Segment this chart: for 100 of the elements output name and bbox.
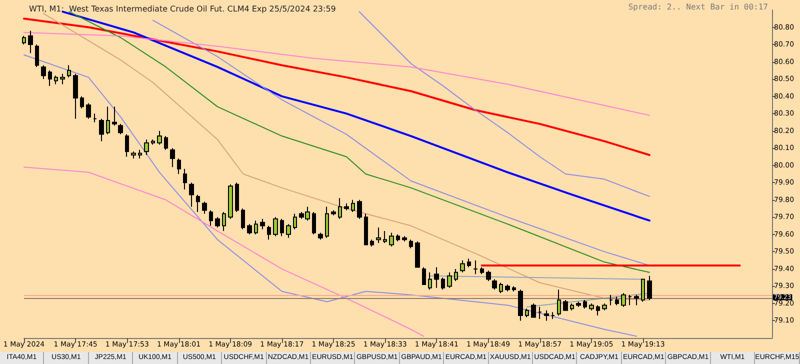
candlestick: [480, 266, 484, 275]
candlestick: [518, 289, 523, 322]
candlestick: [538, 306, 542, 320]
candlestick: [280, 218, 284, 237]
candlestick: [318, 232, 323, 240]
candlestick: [402, 236, 407, 242]
candlestick: [557, 289, 561, 316]
candlestick: [228, 184, 233, 220]
candlestick: [125, 134, 129, 158]
candlestick: [364, 213, 368, 246]
candlestick: [589, 302, 594, 311]
candlestick: [235, 182, 239, 212]
candlestick: [351, 199, 355, 212]
candlestick: [99, 118, 104, 142]
candlestick: [370, 239, 374, 248]
candlestick: [22, 35, 26, 46]
candlestick: [544, 310, 549, 322]
candlestick: [312, 211, 316, 235]
candlestick: [254, 220, 258, 235]
candlestick: [106, 106, 110, 135]
candlestick: [531, 302, 536, 318]
candlestick: [151, 138, 155, 146]
candlestick: [434, 266, 439, 288]
candlestick: [28, 30, 33, 54]
candlestick: [344, 202, 349, 211]
candlestick: [415, 240, 420, 268]
candlestick: [202, 201, 207, 214]
candlestick: [551, 312, 555, 320]
candlestick: [189, 182, 194, 208]
candlestick: [222, 211, 226, 232]
candlestick: [325, 206, 329, 238]
candlestick: [486, 270, 491, 282]
candlestick: [389, 232, 394, 248]
candlestick: [80, 96, 84, 109]
candlestick: [67, 64, 71, 78]
candlestick: [647, 275, 652, 301]
candlestick: [157, 130, 162, 146]
candlestick: [144, 138, 149, 156]
candlestick: [209, 210, 213, 226]
candlestick: [338, 198, 342, 220]
annotation: Spread: 2.. Next Bar in 00:17: [628, 2, 768, 12]
candlestick: [583, 300, 587, 310]
candlestick: [396, 234, 400, 242]
candlestick: [215, 216, 220, 228]
candlestick: [447, 272, 452, 288]
candlestick: [628, 294, 632, 306]
candlestick: [570, 302, 574, 311]
line-series: [24, 32, 650, 116]
candlestick: [428, 272, 432, 290]
candlestick: [241, 208, 245, 230]
candlestick: [48, 70, 52, 86]
line-series: [24, 54, 638, 337]
candlestick: [454, 268, 458, 282]
candlestick: [93, 113, 97, 123]
chart-title: WTI, M1: West Texas Intermediate Crude Oil Fut. CLM4 Exp 25/5/2024 23:59: [29, 4, 336, 14]
candlestick: [602, 302, 607, 311]
candlestick: [286, 224, 291, 238]
line-series: [358, 11, 650, 197]
line-series: [152, 20, 650, 266]
candlestick: [293, 213, 297, 230]
candlestick: [86, 102, 91, 120]
candlestick: [131, 151, 136, 159]
candlestick: [60, 73, 65, 85]
candlestick: [609, 294, 613, 306]
candlestick: [112, 106, 117, 126]
candlestick: [138, 149, 142, 159]
candlestick: [596, 304, 600, 316]
candlestick: [467, 258, 471, 268]
candlestick: [331, 210, 336, 216]
candlestick: [376, 227, 381, 244]
candlestick: [41, 64, 46, 80]
candlestick: [422, 266, 426, 285]
candlestick: [621, 292, 626, 308]
candlestick: [73, 73, 78, 120]
candlestick: [409, 239, 413, 249]
candlestick: [525, 308, 529, 318]
candlestick: [441, 277, 445, 290]
candlestick: [615, 296, 619, 306]
candlestick: [164, 136, 168, 150]
candlestick: [505, 284, 510, 292]
candlestick: [499, 282, 503, 294]
candlestick: [512, 286, 516, 292]
candlestick: [641, 278, 645, 302]
candlestick: [383, 230, 387, 244]
candlestick: [267, 225, 271, 240]
candlestick: [357, 199, 362, 220]
candlestick: [118, 123, 123, 135]
candlestick: [35, 44, 39, 68]
candlestick: [260, 218, 265, 230]
candlestick: [563, 300, 568, 311]
candlestick: [177, 158, 181, 174]
candlestick: [460, 260, 465, 273]
candlestick: [183, 168, 187, 190]
candlestick: [54, 75, 58, 85]
candlestick: [273, 216, 278, 237]
candlestick: [247, 224, 252, 235]
candlestick: [196, 194, 200, 212]
candlestick: [170, 148, 175, 168]
candlestick: [473, 260, 478, 275]
candlestick: [492, 278, 497, 290]
